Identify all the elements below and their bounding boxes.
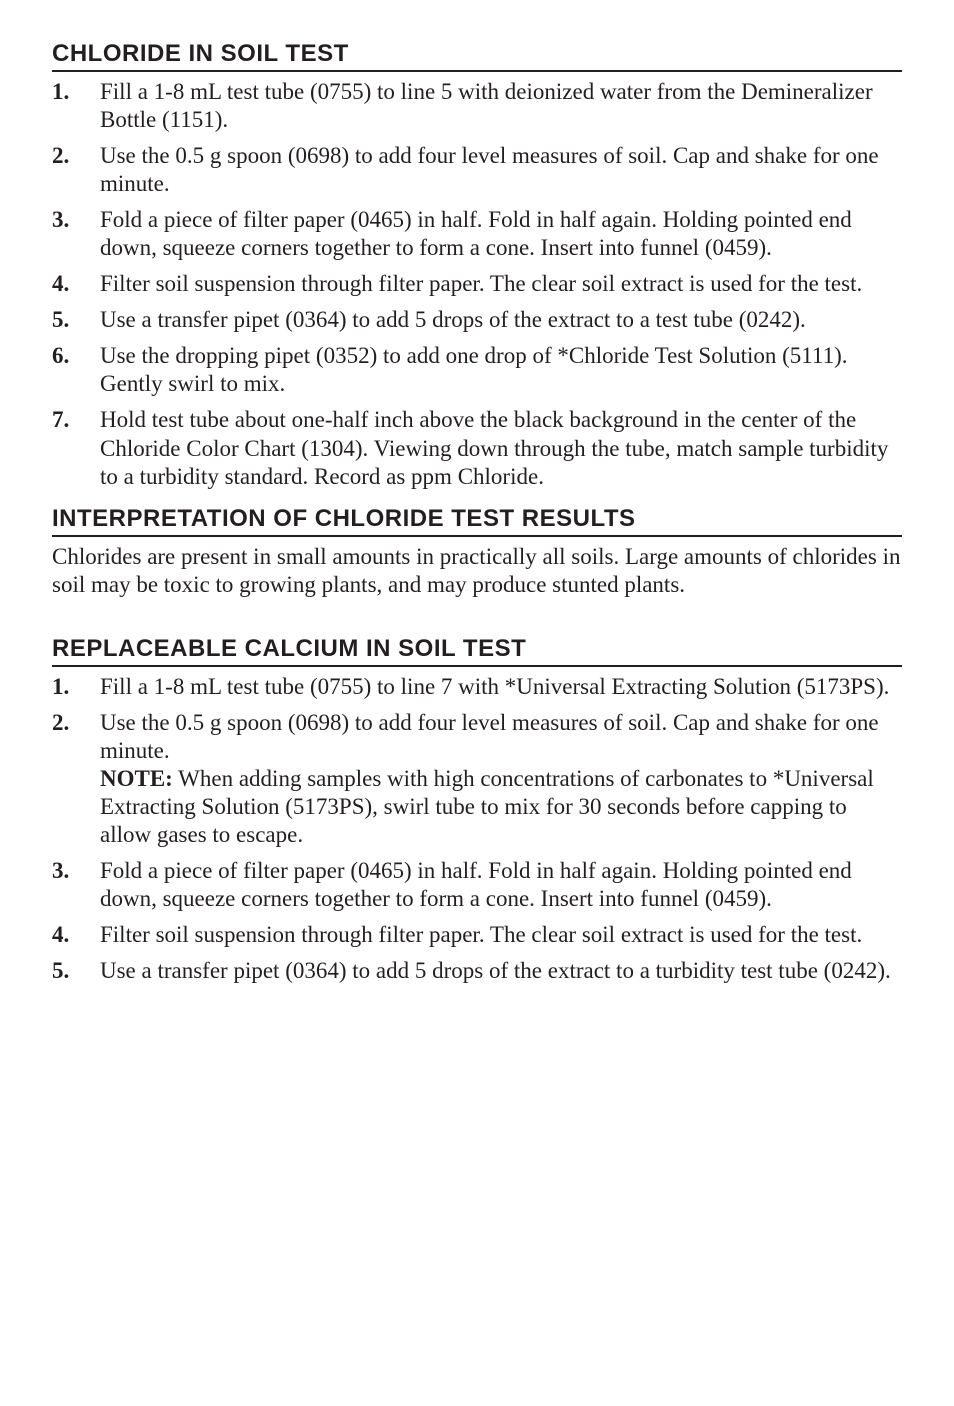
chloride-step-6: Use the dropping pipet (0352) to add one… [52, 342, 902, 398]
heading-calcium-test: REPLACEABLE CALCIUM IN SOIL TEST [52, 635, 902, 667]
chloride-steps: Fill a 1-8 mL test tube (0755) to line 5… [52, 78, 902, 491]
heading-interpretation: INTERPRETATION OF CHLORIDE TEST RESULTS [52, 505, 902, 537]
calcium-step-5: Use a transfer pipet (0364) to add 5 dro… [52, 957, 902, 985]
chloride-step-2: Use the 0.5 g spoon (0698) to add four l… [52, 142, 902, 198]
interpretation-body: Chlorides are present in small amounts i… [52, 543, 902, 599]
heading-chloride-test: CHLORIDE IN SOIL TEST [52, 40, 902, 72]
page: CHLORIDE IN SOIL TEST Fill a 1-8 mL test… [0, 0, 954, 1406]
chloride-step-7: Hold test tube about one-half inch above… [52, 406, 902, 490]
note-body: When adding samples with high concentrat… [100, 766, 874, 847]
chloride-step-4: Filter soil suspension through filter pa… [52, 270, 902, 298]
calcium-step-2: Use the 0.5 g spoon (0698) to add four l… [52, 709, 902, 849]
calcium-step-2-text: Use the 0.5 g spoon (0698) to add four l… [100, 710, 879, 763]
calcium-step-3: Fold a piece of filter paper (0465) in h… [52, 857, 902, 913]
chloride-step-5: Use a transfer pipet (0364) to add 5 dro… [52, 306, 902, 334]
chloride-step-3: Fold a piece of filter paper (0465) in h… [52, 206, 902, 262]
note-label: NOTE: [100, 766, 173, 791]
calcium-step-4: Filter soil suspension through filter pa… [52, 921, 902, 949]
spacer [52, 621, 902, 635]
calcium-step-1: Fill a 1-8 mL test tube (0755) to line 7… [52, 673, 902, 701]
chloride-step-1: Fill a 1-8 mL test tube (0755) to line 5… [52, 78, 902, 134]
calcium-steps: Fill a 1-8 mL test tube (0755) to line 7… [52, 673, 902, 985]
